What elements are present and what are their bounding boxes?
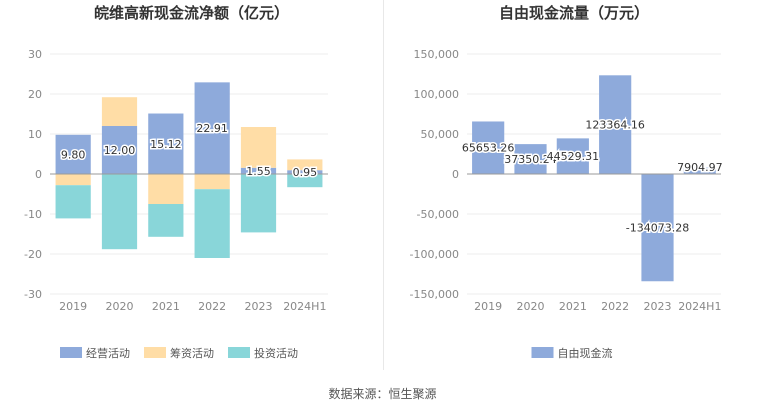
panel-divider [383, 0, 384, 370]
data-source-note: 数据来源：恒生聚源 [328, 387, 437, 401]
bar-经营活动-2021 [148, 113, 184, 174]
bar-投资活动-2021 [148, 204, 184, 237]
bar-经营活动-2023 [240, 167, 277, 174]
right-chart-title: 自由现金流量（万元） [498, 4, 649, 22]
x-tick-label: 2020 [106, 300, 134, 313]
bar-经营活动-2020 [101, 126, 138, 174]
bar-自由现金流-2022 [599, 75, 632, 174]
y-tick-label: -20 [24, 248, 42, 261]
legend-label: 筹资活动 [170, 346, 214, 360]
x-tick-label: 2020 [517, 300, 545, 313]
data-label: 44529.31 [547, 150, 600, 163]
legend-swatch-自由现金流 [531, 347, 554, 358]
data-label: -134073.28 [626, 222, 689, 235]
y-tick-label: 10 [28, 128, 42, 141]
data-label: 9.80 [61, 148, 86, 161]
data-label: 1.55 [246, 165, 271, 178]
free-cash-flow-chart: 150,000 100,000 50,000 0 -50,000 -100,000 -150… [410, 48, 725, 360]
bar-自由现金流-2023 [641, 174, 674, 282]
data-label: 123364.16 [585, 119, 645, 132]
legend-swatch-经营活动 [60, 347, 82, 358]
y-tick-label: 150,000 [414, 48, 460, 61]
bar-投资活动-2023 [240, 174, 277, 233]
x-tick-label: 2024H1 [678, 300, 721, 313]
bar-筹资活动-2019 [55, 174, 91, 186]
bar-经营活动-2019 [55, 134, 91, 174]
y-tick-label: 20 [28, 88, 42, 101]
data-label: 15.12 [150, 138, 182, 151]
y-tick-label: 100,000 [414, 88, 460, 101]
legend-label: 经营活动 [86, 346, 130, 360]
y-tick-label: 50,000 [421, 128, 460, 141]
x-tick-label: 2023 [245, 300, 273, 313]
data-label: 22.91 [196, 122, 228, 135]
bar-筹资活动-2020 [101, 97, 138, 126]
x-tick-label: 2019 [59, 300, 87, 313]
legend-label: 自由现金流 [558, 346, 613, 360]
bar-筹资活动-2021 [148, 174, 184, 204]
x-tick-label: 2022 [198, 300, 226, 313]
cash-flow-net-chart: 30 20 10 0 -10 -20 -30 9.80 12.00 15.12 22.91 1.55 0… [24, 48, 328, 360]
y-tick-label: -100,000 [410, 248, 459, 261]
x-tick-label: 2021 [559, 300, 587, 313]
bar-投资活动-2019 [55, 185, 91, 219]
bar-经营活动-2022 [194, 82, 230, 174]
bar-投资活动-2024H1 [287, 174, 323, 188]
bar-自由现金流-2019 [472, 121, 505, 174]
data-label: 12.00 [104, 144, 136, 157]
bar-自由现金流-2021 [556, 138, 589, 174]
y-tick-label: 0 [452, 168, 459, 181]
legend-swatch-投资活动 [228, 347, 250, 358]
y-tick-label: -50,000 [417, 208, 459, 221]
x-tick-label: 2022 [601, 300, 629, 313]
left-chart-title: 皖维高新现金流净额（亿元） [93, 4, 289, 22]
y-tick-label: -30 [24, 288, 42, 301]
data-label: 7904.97 [677, 161, 723, 174]
x-tick-label: 2021 [152, 300, 180, 313]
data-label: 0.95 [293, 166, 318, 179]
bar-筹资活动-2022 [194, 174, 230, 190]
bar-自由现金流-2024H1 [683, 167, 716, 174]
y-tick-label: 0 [35, 168, 42, 181]
legend-swatch-筹资活动 [144, 347, 166, 358]
x-tick-label: 2024H1 [283, 300, 326, 313]
bar-自由现金流-2020 [514, 144, 547, 174]
y-tick-label: -10 [24, 208, 42, 221]
legend-label: 投资活动 [254, 346, 298, 360]
data-label: 65653.26 [462, 142, 515, 155]
x-tick-label: 2023 [644, 300, 672, 313]
bar-筹资活动-2024H1 [287, 159, 323, 171]
y-tick-label: 30 [28, 48, 42, 61]
bar-投资活动-2022 [194, 189, 230, 258]
bar-筹资活动-2023 [240, 127, 277, 168]
bar-投资活动-2020 [101, 174, 138, 250]
x-tick-label: 2019 [474, 300, 502, 313]
bar-经营活动-2024H1 [287, 170, 323, 174]
data-label: 37350.24 [504, 153, 557, 166]
y-tick-label: -150,000 [410, 288, 459, 301]
